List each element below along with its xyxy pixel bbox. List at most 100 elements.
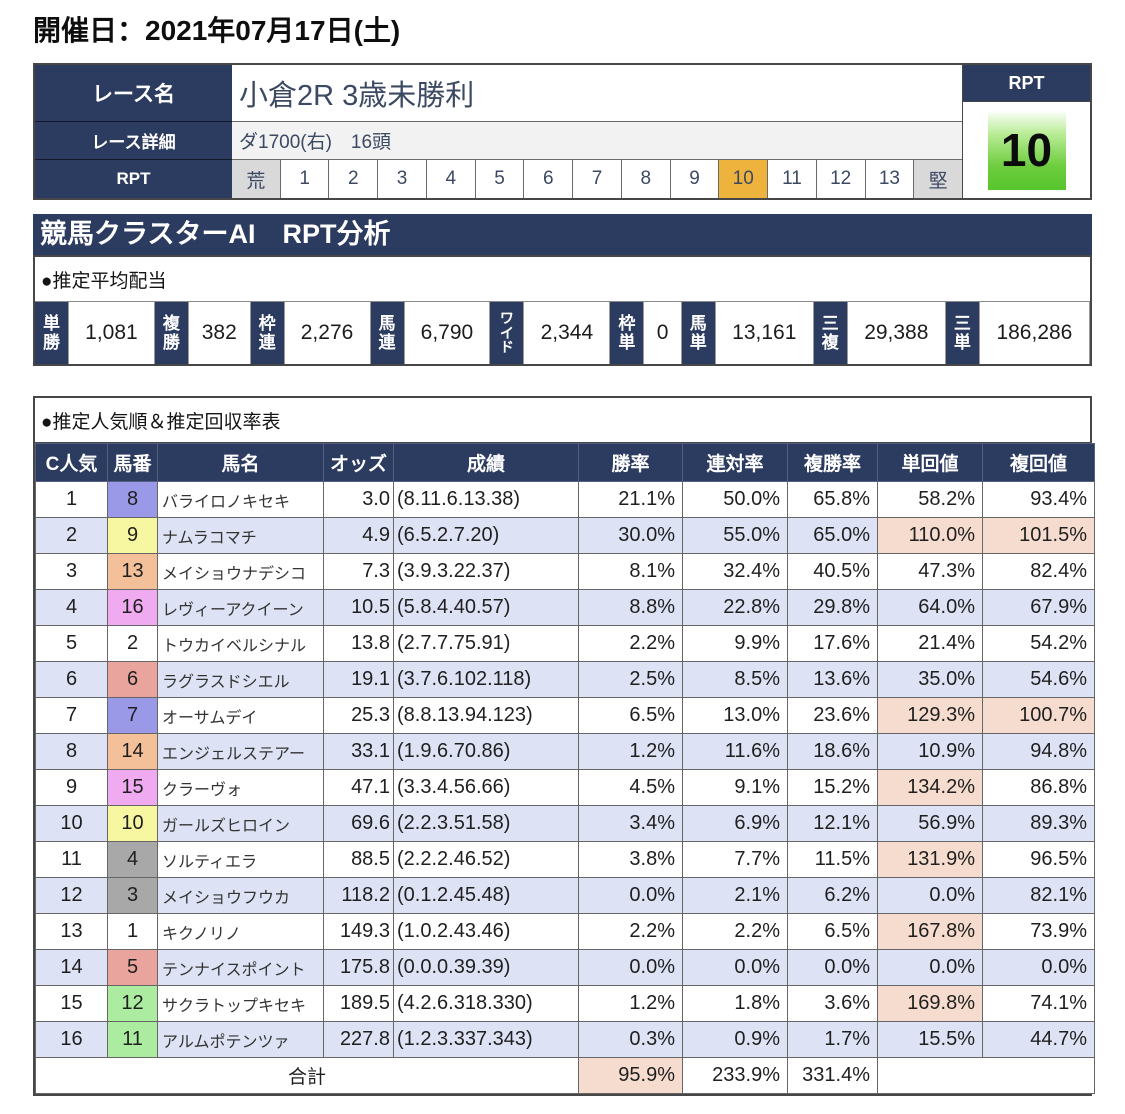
table-row: 15 12 サクラトップキセキ 189.5 (4.2.6.318.330) 1.… (35, 985, 1095, 1022)
rpt-scale-cell-荒: 荒 (232, 160, 280, 198)
total-row: 合計 95.9% 233.9% 331.4% (35, 1057, 1095, 1094)
rpt-scale-cell-6: 6 (523, 160, 573, 198)
rpt-scale-cell-3: 3 (377, 160, 426, 198)
table-row: 14 5 テンナイスポイント 175.8 (0.0.0.39.39) 0.0% … (35, 949, 1095, 986)
odds-cell: 7.3 (323, 553, 394, 590)
header-odds: オッズ (323, 443, 394, 482)
c-rank-cell: 5 (35, 625, 108, 662)
horse-name-cell: バライロノキセキ (157, 481, 324, 518)
horse-name-cell: ガールズヒロイン (157, 805, 324, 842)
quinella-rate-cell: 0.9% (682, 1021, 788, 1058)
win-roi-cell: 167.8% (877, 913, 983, 950)
win-roi-cell: 134.2% (877, 769, 983, 806)
place-roi-cell: 74.1% (982, 985, 1095, 1022)
section-title: 競馬クラスターAI RPT分析 (33, 214, 1092, 255)
place-roi-cell: 96.5% (982, 841, 1095, 878)
horse-name-cell: レヴィーアクイーン (157, 589, 324, 626)
c-rank-cell: 10 (35, 805, 108, 842)
record-cell: (5.8.4.40.57) (393, 589, 579, 626)
win-rate-cell: 2.2% (578, 625, 683, 662)
quinella-rate-cell: 8.5% (682, 661, 788, 698)
odds-cell: 189.5 (323, 985, 394, 1022)
event-date: 開催日：2021年07月17日(土) (33, 15, 401, 46)
record-cell: (8.8.13.94.123) (393, 697, 579, 734)
place-roi-cell: 101.5% (982, 517, 1095, 554)
win-roi-cell: 56.9% (877, 805, 983, 842)
place-roi-cell: 54.6% (982, 661, 1095, 698)
odds-cell: 13.8 (323, 625, 394, 662)
record-cell: (0.1.2.45.48) (393, 877, 579, 914)
win-roi-cell: 58.2% (877, 481, 983, 518)
payout-section-title: ●推定平均配当 (41, 271, 167, 292)
horse-number-cell: 13 (107, 553, 158, 590)
win-rate-cell: 8.1% (578, 553, 683, 590)
show-rate-cell: 23.6% (787, 697, 878, 734)
ranking-section: ●推定人気順＆推定回収率表 C人気 馬番 馬名 オッズ 成績 勝率 連対率 複勝… (33, 396, 1095, 1096)
record-cell: (6.5.2.7.20) (393, 517, 579, 554)
win-roi-cell: 35.0% (877, 661, 983, 698)
payout-section: ●推定平均配当 単勝 1,081 複勝 382 枠連 2,276 馬連 6,790 ワイド 2,3… (33, 255, 1092, 366)
total-show-rate-cell: 331.4% (787, 1057, 878, 1094)
place-roi-cell: 0.0% (982, 949, 1095, 986)
record-cell: (1.2.3.337.343) (393, 1021, 579, 1058)
quinella-rate-cell: 13.0% (682, 697, 788, 734)
record-cell: (3.9.3.22.37) (393, 553, 579, 590)
race-detail: ダ1700(右) 16頭 (232, 122, 962, 160)
win-roi-cell: 15.5% (877, 1021, 983, 1058)
odds-cell: 227.8 (323, 1021, 394, 1058)
odds-cell: 10.5 (323, 589, 394, 626)
total-label-cell: 合計 (35, 1057, 579, 1094)
odds-cell: 149.3 (323, 913, 394, 950)
win-rate-cell: 21.1% (578, 481, 683, 518)
table-row: 12 3 メイショウフウカ 118.2 (0.1.2.45.48) 0.0% 2… (35, 877, 1095, 914)
total-quinella-rate-cell: 233.9% (682, 1057, 788, 1094)
header-horse-number: 馬番 (107, 443, 158, 482)
c-rank-cell: 7 (35, 697, 108, 734)
record-cell: (2.2.3.51.58) (393, 805, 579, 842)
horse-number-cell: 4 (107, 841, 158, 878)
rpt-score-body: 10 (963, 102, 1090, 198)
rpt-scale-cell-5: 5 (474, 160, 524, 198)
place-roi-cell: 93.4% (982, 481, 1095, 518)
race-name-label: レース名 (35, 65, 232, 122)
bet-type-label: 馬連 (370, 302, 404, 364)
rpt-scale-cell-12: 12 (815, 160, 865, 198)
rpt-scale-cell-8: 8 (620, 160, 670, 198)
rpt-scale-cell-11: 11 (767, 160, 816, 198)
payout-value: 13,161 (714, 302, 814, 364)
horse-number-cell: 8 (107, 481, 158, 518)
show-rate-cell: 29.8% (787, 589, 878, 626)
win-rate-cell: 2.2% (578, 913, 683, 950)
c-rank-cell: 2 (35, 517, 108, 554)
bet-type-label: 単勝 (35, 302, 68, 364)
header-win-roi: 単回値 (877, 443, 983, 482)
show-rate-cell: 12.1% (787, 805, 878, 842)
table-header-row: C人気 馬番 馬名 オッズ 成績 勝率 連対率 複勝率 単回値 複回値 (35, 443, 1095, 482)
quinella-rate-cell: 32.4% (682, 553, 788, 590)
table-row: 13 1 キクノリノ 149.3 (1.0.2.43.46) 2.2% 2.2%… (35, 913, 1095, 950)
horse-name-cell: サクラトップキセキ (157, 985, 324, 1022)
quinella-rate-cell: 9.1% (682, 769, 788, 806)
bet-type-label: 複勝 (154, 302, 188, 364)
place-roi-cell: 44.7% (982, 1021, 1095, 1058)
show-rate-cell: 15.2% (787, 769, 878, 806)
c-rank-cell: 6 (35, 661, 108, 698)
record-cell: (2.7.7.75.91) (393, 625, 579, 662)
c-rank-cell: 16 (35, 1021, 108, 1058)
odds-cell: 4.9 (323, 517, 394, 554)
show-rate-cell: 13.6% (787, 661, 878, 698)
horse-name-cell: キクノリノ (157, 913, 324, 950)
table-row: 11 4 ソルティエラ 88.5 (2.2.2.46.52) 3.8% 7.7%… (35, 841, 1095, 878)
rpt-scale-cell-10: 10 (718, 160, 768, 198)
win-rate-cell: 2.5% (578, 661, 683, 698)
rpt-score-header: RPT (963, 65, 1090, 102)
horse-name-cell: オーサムデイ (157, 697, 324, 734)
win-rate-cell: 0.0% (578, 877, 683, 914)
show-rate-cell: 40.5% (787, 553, 878, 590)
c-rank-cell: 9 (35, 769, 108, 806)
win-roi-cell: 110.0% (877, 517, 983, 554)
show-rate-cell: 1.7% (787, 1021, 878, 1058)
show-rate-cell: 0.0% (787, 949, 878, 986)
horse-name-cell: トウカイベルシナル (157, 625, 324, 662)
horse-number-cell: 10 (107, 805, 158, 842)
